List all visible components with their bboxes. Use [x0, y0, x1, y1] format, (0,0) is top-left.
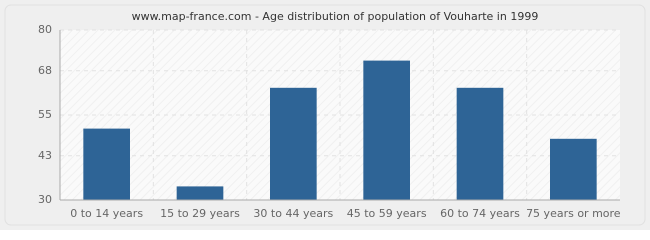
bar [456, 87, 504, 200]
x-tick-label: 15 to 29 years [160, 207, 240, 220]
y-tick-label: 80 [38, 23, 52, 36]
bar [550, 138, 597, 200]
bar [176, 186, 224, 200]
x-tick-label: 30 to 44 years [253, 207, 333, 220]
y-tick-label: 43 [38, 149, 52, 162]
x-tick-label: 60 to 74 years [440, 207, 520, 220]
bar [270, 87, 317, 200]
y-tick-label: 30 [38, 193, 52, 206]
x-tick-label: 45 to 59 years [347, 207, 427, 220]
y-tick-label: 55 [38, 108, 52, 121]
x-tick-label: 0 to 14 years [70, 207, 143, 220]
bar [363, 60, 410, 200]
y-tick-label: 68 [38, 64, 52, 77]
chart: www.map-france.com - Age distribution of… [0, 0, 650, 230]
bar [83, 128, 130, 200]
x-tick-label: 75 years or more [526, 207, 621, 220]
chart-title: www.map-france.com - Age distribution of… [132, 10, 539, 23]
